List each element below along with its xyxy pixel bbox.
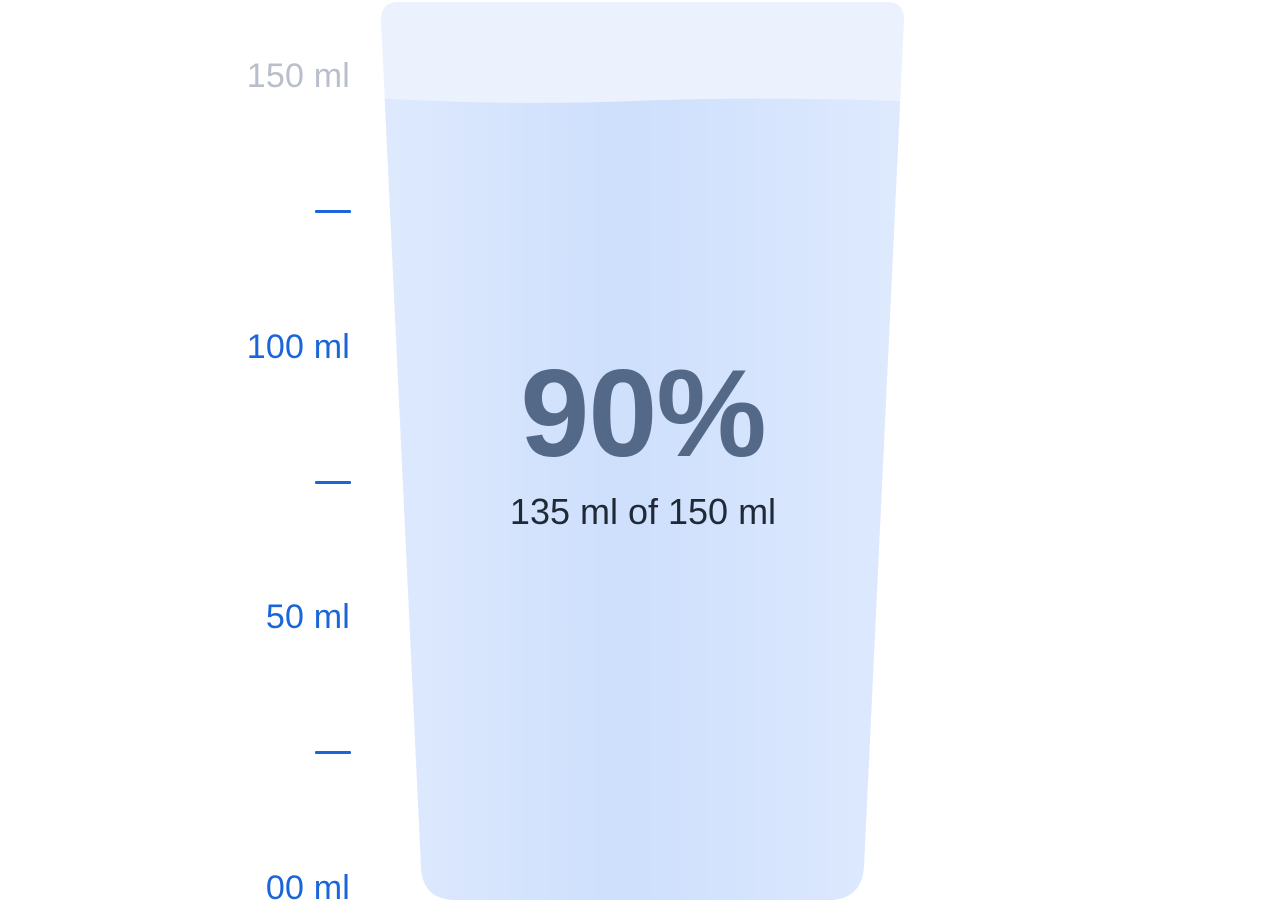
- scale-label-0: 00 ml: [265, 869, 350, 901]
- scale-label-50: 50 ml: [265, 598, 350, 637]
- scale-label-100: 100 ml: [246, 327, 350, 366]
- scale-tick-25: [315, 751, 351, 755]
- amount-value: 135 ml of 150 ml: [509, 491, 777, 532]
- water-fill: [381, 97, 904, 900]
- scale-tick-75: [315, 480, 351, 484]
- scale-tick-125: [315, 209, 351, 213]
- scale-label-150: 150 ml: [246, 57, 350, 95]
- percent-value: 90%: [520, 345, 766, 483]
